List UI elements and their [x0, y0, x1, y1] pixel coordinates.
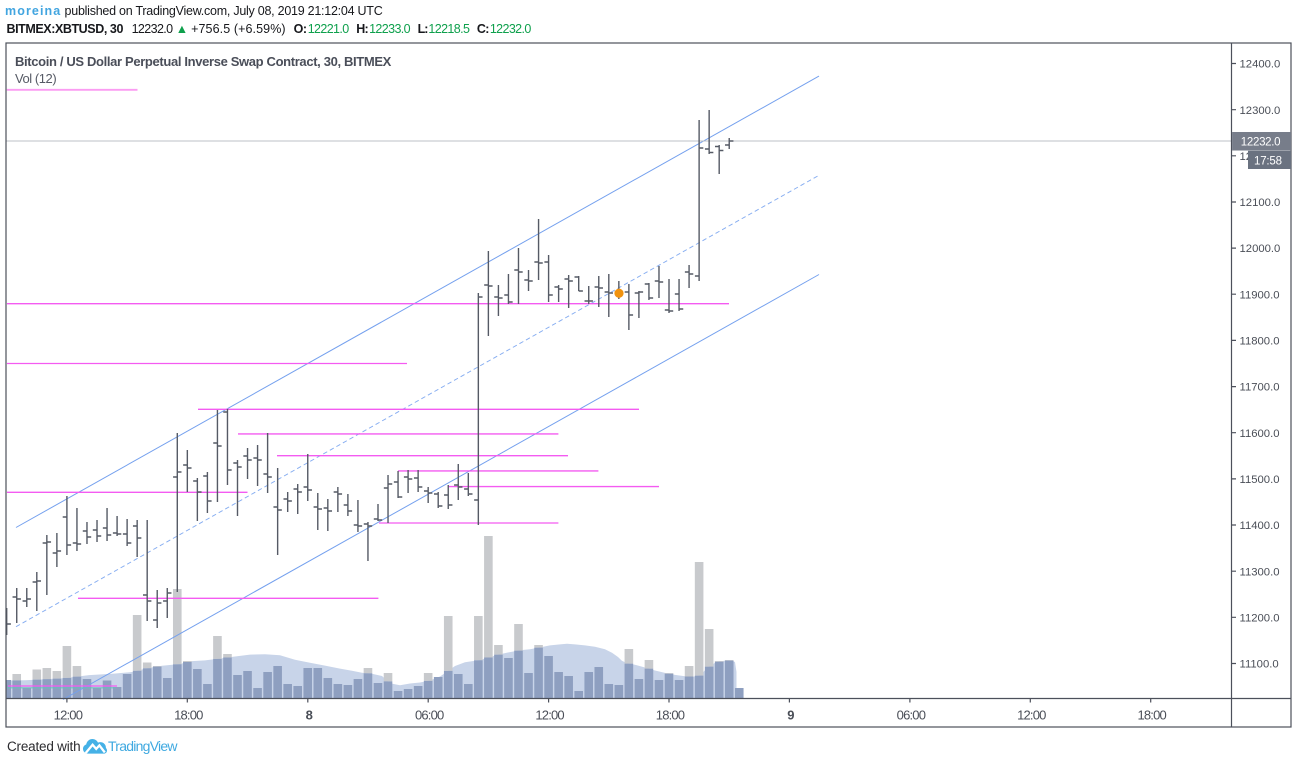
svg-text:12232.0: 12232.0 [1241, 137, 1280, 149]
svg-text:12400.0: 12400.0 [1240, 59, 1281, 71]
svg-text:9: 9 [787, 708, 794, 723]
svg-text:12100.0: 12100.0 [1240, 197, 1281, 209]
svg-text:12:00: 12:00 [1017, 708, 1046, 723]
svg-text:12:00: 12:00 [54, 708, 83, 723]
svg-text:12:00: 12:00 [535, 708, 564, 723]
svg-text:12300.0: 12300.0 [1240, 105, 1281, 117]
svg-text:8: 8 [306, 708, 313, 723]
svg-text:11600.0: 11600.0 [1240, 428, 1280, 440]
svg-text:11900.0: 11900.0 [1240, 289, 1280, 301]
svg-text:18:00: 18:00 [656, 708, 685, 723]
svg-text:06:00: 06:00 [415, 708, 444, 723]
svg-text:11700.0: 11700.0 [1240, 382, 1280, 394]
svg-text:11300.0: 11300.0 [1240, 566, 1280, 578]
svg-text:11100.0: 11100.0 [1240, 659, 1279, 671]
svg-text:12000.0: 12000.0 [1240, 243, 1281, 255]
svg-text:18:00: 18:00 [174, 708, 203, 723]
svg-text:11800.0: 11800.0 [1240, 336, 1280, 348]
svg-text:18:00: 18:00 [1137, 708, 1166, 723]
svg-text:17:58: 17:58 [1254, 155, 1282, 167]
svg-text:11200.0: 11200.0 [1240, 612, 1280, 624]
svg-text:06:00: 06:00 [897, 708, 926, 723]
svg-text:11400.0: 11400.0 [1240, 520, 1280, 532]
svg-text:11500.0: 11500.0 [1240, 474, 1280, 486]
